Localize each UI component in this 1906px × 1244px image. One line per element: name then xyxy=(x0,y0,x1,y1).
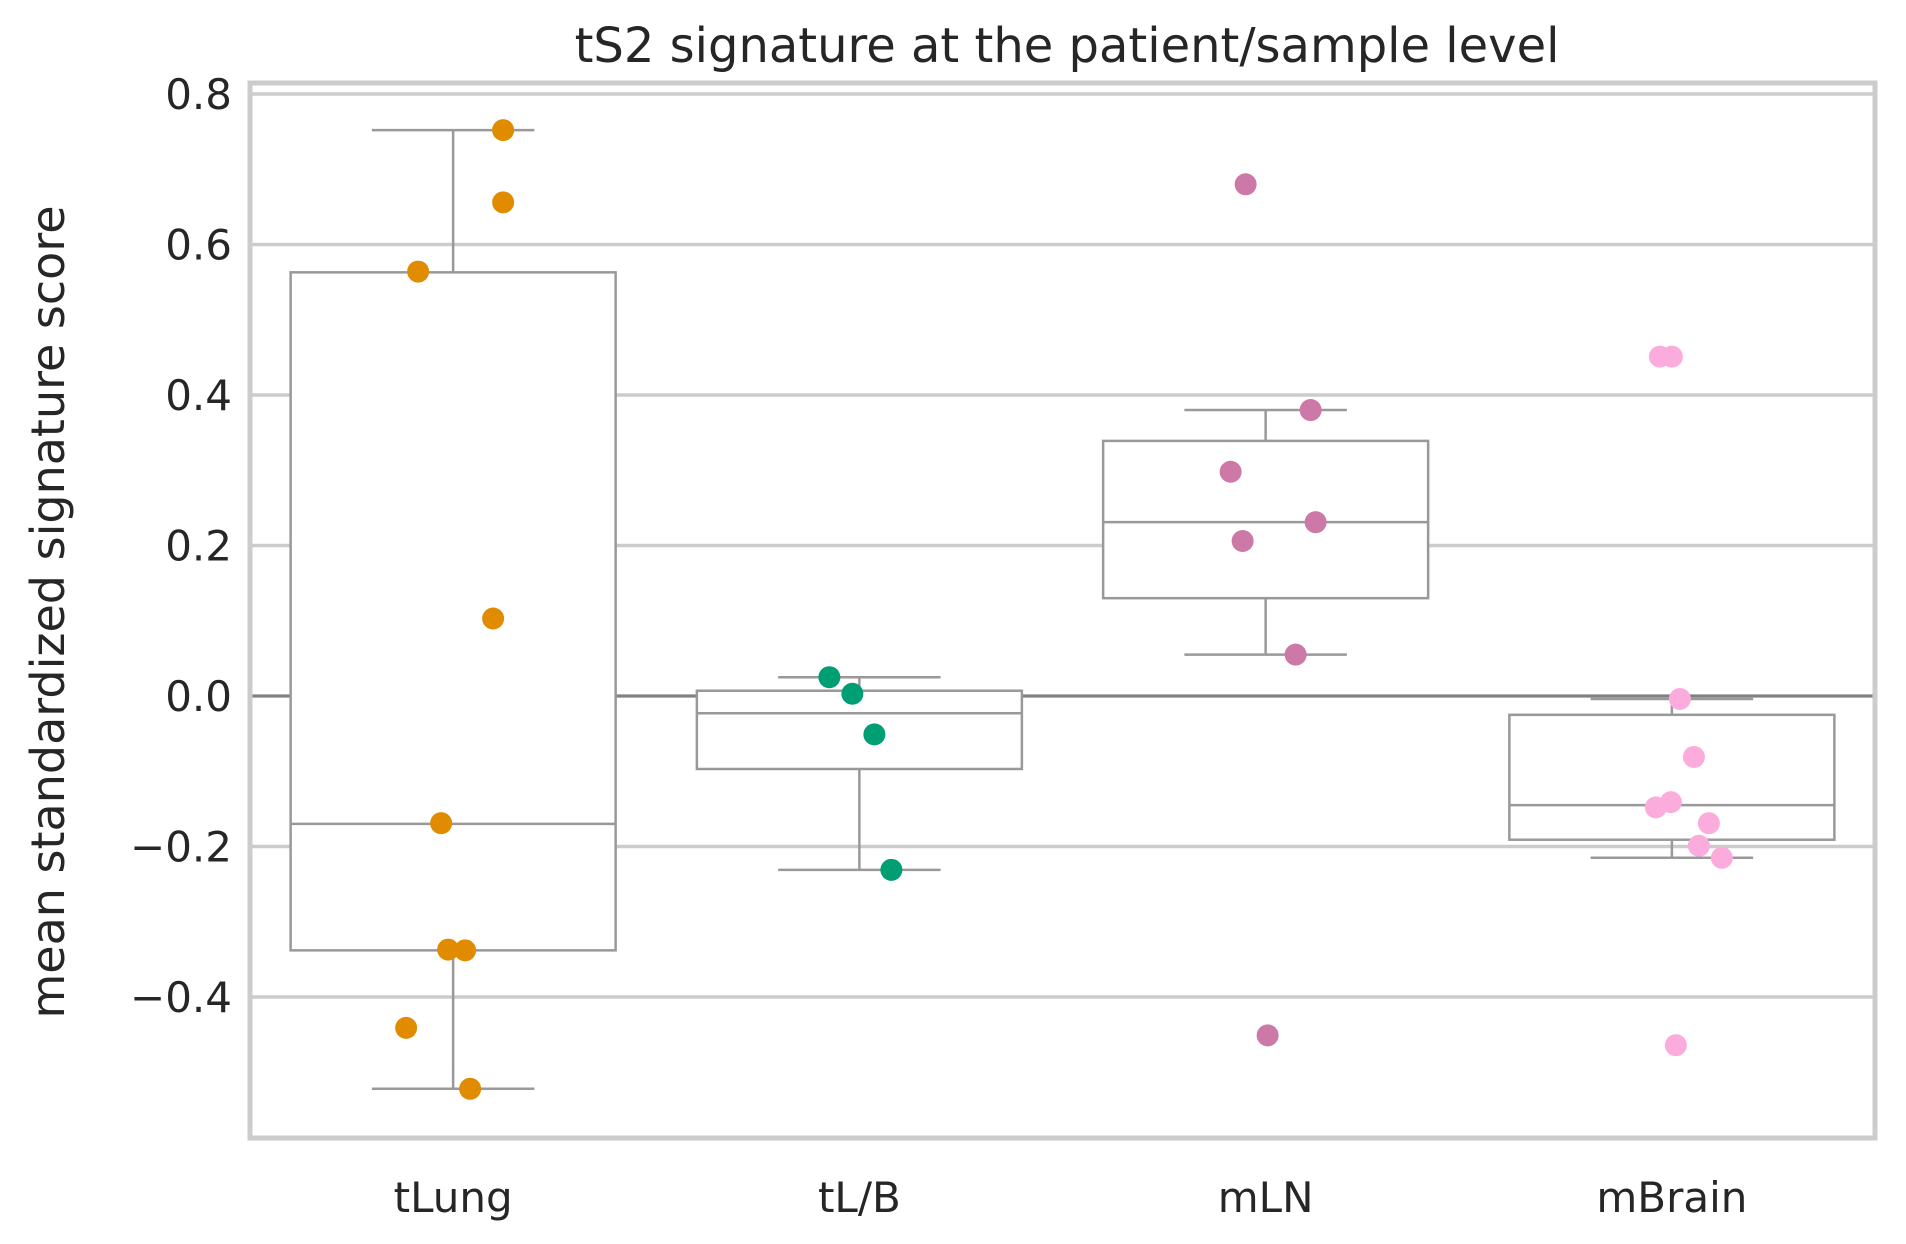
y-tick-label: −0.2 xyxy=(130,823,232,872)
chart-title: tS2 signature at the patient/sample leve… xyxy=(575,18,1560,74)
data-point xyxy=(863,723,886,746)
box-body xyxy=(695,689,1024,771)
x-tick-label: mBrain xyxy=(1596,1173,1747,1222)
data-point xyxy=(407,260,430,283)
data-point xyxy=(841,682,864,705)
y-tick-label: 0.0 xyxy=(165,672,232,721)
data-point xyxy=(492,191,515,214)
box-tl-b xyxy=(695,675,1024,872)
plot-frame xyxy=(247,80,1878,1141)
data-point xyxy=(1664,1034,1687,1057)
data-points xyxy=(395,119,1733,1100)
data-point xyxy=(880,858,903,881)
boxes xyxy=(289,128,1836,1091)
box-mln xyxy=(1101,408,1430,656)
data-point xyxy=(1687,834,1710,857)
x-tick-label: mLN xyxy=(1218,1173,1314,1222)
data-point xyxy=(1668,688,1691,711)
axis-ticks: −0.4 −0.2 0.0 0.2 0.4 0.6 0.8 tLung tL/B mLN mBrai… xyxy=(130,70,1747,1222)
data-point xyxy=(395,1016,418,1039)
y-tick-label: 0.2 xyxy=(165,522,232,571)
y-axis-label: mean standardized signature score xyxy=(21,205,75,1018)
data-point xyxy=(1682,745,1705,768)
box-mbrain xyxy=(1508,697,1836,860)
data-point xyxy=(1644,796,1667,819)
box-body xyxy=(1101,439,1430,600)
data-point xyxy=(1697,812,1720,835)
data-point xyxy=(1304,511,1327,534)
data-point xyxy=(1284,643,1307,666)
data-point xyxy=(459,1077,482,1100)
y-tick-label: 0.8 xyxy=(165,70,232,119)
data-point xyxy=(430,812,453,835)
data-point xyxy=(1660,345,1683,368)
x-tick-label: tL/B xyxy=(818,1173,901,1222)
box-body xyxy=(289,271,617,952)
data-point xyxy=(492,119,515,142)
data-point xyxy=(1231,529,1254,552)
box-body xyxy=(1508,713,1836,841)
data-point xyxy=(1234,173,1257,196)
data-point xyxy=(1299,399,1322,422)
y-tick-label: −0.4 xyxy=(130,973,232,1022)
y-tick-label: 0.4 xyxy=(165,371,232,420)
y-tick-label: 0.6 xyxy=(165,221,232,270)
box-tlung xyxy=(289,128,617,1091)
data-point xyxy=(818,666,841,689)
data-point xyxy=(1256,1024,1279,1047)
data-point xyxy=(454,939,477,962)
data-point xyxy=(482,607,505,630)
data-point xyxy=(1710,846,1733,869)
x-tick-label: tLung xyxy=(394,1173,513,1222)
data-point xyxy=(437,938,460,961)
data-point xyxy=(1219,460,1242,483)
